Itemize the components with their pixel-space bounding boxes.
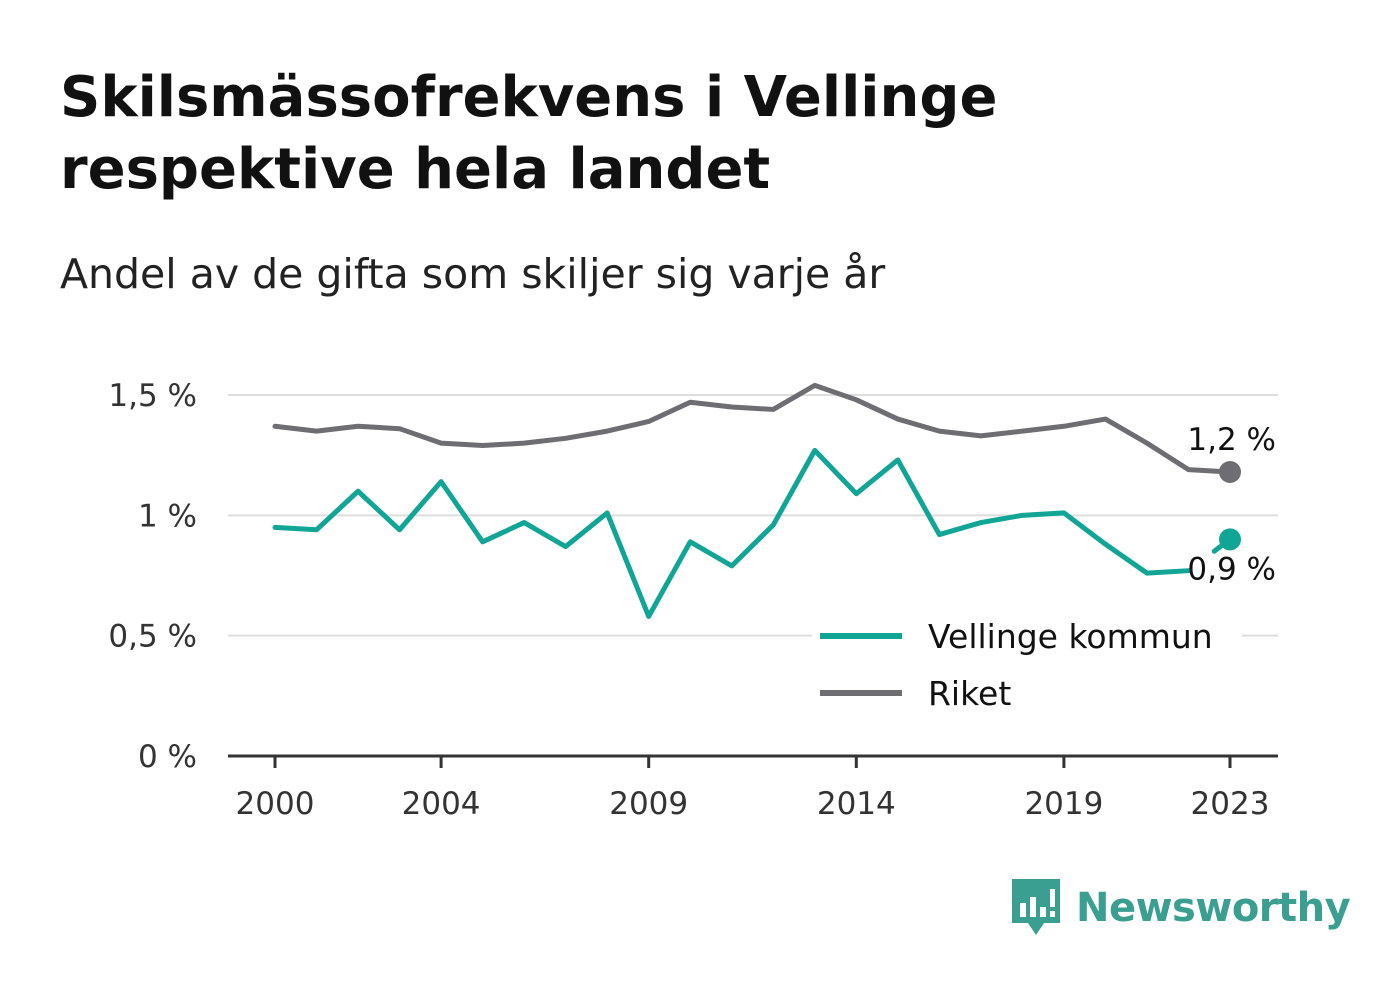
series-end-point-0	[1219, 528, 1241, 551]
y-tick-label: 0,5 %	[108, 619, 197, 655]
x-tick-label: 2023	[1191, 786, 1270, 822]
legend-label-0: Vellinge kommun	[928, 617, 1213, 656]
chart-subtitle: Andel av de gifta som skiljer sig varje …	[60, 250, 886, 298]
y-tick-label: 0 %	[138, 739, 197, 775]
brand-logo: Newsworthy	[1010, 878, 1351, 938]
y-tick-label: 1 %	[138, 498, 197, 534]
x-tick-label: 2000	[236, 786, 315, 822]
series-line-1	[272, 382, 1233, 475]
end-label-0: 0,9 %	[1187, 551, 1276, 587]
y-axis: 0 % 0,5 % 1 % 1,5 %	[108, 378, 197, 775]
series-lines	[272, 382, 1241, 619]
x-tick-label: 2004	[402, 786, 481, 822]
legend: Vellinge kommun Riket	[812, 612, 1242, 717]
chart-title: Skilsmässofrekvens i Vellinge respektive…	[60, 65, 998, 202]
end-label-1: 1,2 %	[1187, 422, 1276, 458]
x-tick-label: 2014	[817, 786, 896, 822]
brand-name: Newsworthy	[1076, 885, 1351, 931]
x-tick-label: 2019	[1024, 786, 1103, 822]
series-line-0	[272, 447, 1191, 619]
series-end-point-1	[1219, 461, 1241, 484]
x-tick-label: 2009	[609, 786, 688, 822]
y-tick-label: 1,5 %	[108, 378, 197, 414]
end-labels: 0,9 % 1,2 %	[1187, 422, 1276, 587]
legend-label-1: Riket	[928, 674, 1011, 713]
newsworthy-logo-icon	[1012, 879, 1060, 935]
x-axis: 2000 2004 2009 2014 2019 2023	[228, 754, 1278, 822]
